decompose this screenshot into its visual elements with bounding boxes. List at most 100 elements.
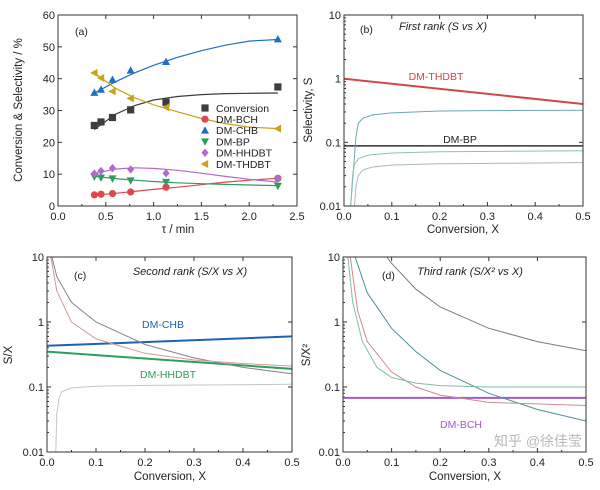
- x-axis-label: τ / min: [162, 224, 195, 236]
- data-point-conversion: [162, 98, 170, 106]
- plot-frame: [342, 256, 587, 453]
- series-line-dm-chb: [47, 335, 292, 347]
- legend-marker-dm-thdbt: [200, 160, 209, 168]
- x-tick-label: 0.5: [575, 211, 590, 223]
- data-point-dm-bch: [162, 183, 170, 191]
- x-tick-label: 1.5: [194, 211, 209, 223]
- data-point-dm-hhdbt: [162, 169, 170, 178]
- fit-line-dm-bp: [94, 175, 278, 187]
- series-line-curve-3: [350, 150, 583, 206]
- panel-a: 0.0 0.5 1.0 1.5 2.0 2.5 0 10 20 30 40 50 60 τ / min Co…: [13, 10, 305, 236]
- data-point-dm-chb: [273, 34, 282, 43]
- legend-marker-dm-bp: [201, 138, 209, 146]
- legend-marker-dm-chb: [201, 126, 209, 134]
- y-axis-label: Conversion & Selectivity / %: [13, 38, 25, 182]
- panel-c: 0.0 0.1 0.2 0.3 0.4 0.5 0.01 0.1 1 10 Conversion, …: [3, 252, 300, 483]
- y-tick-label: 0.1: [326, 137, 341, 149]
- plot-frame: [343, 14, 584, 207]
- data-point-dm-bp: [273, 182, 282, 191]
- x-tick-label: 2.5: [289, 211, 304, 223]
- x-tick-label: 0.0: [335, 457, 350, 469]
- x-tick-label: 0.5: [98, 211, 113, 223]
- data-point-dm-chb: [90, 88, 99, 96]
- series-line-curve-4: [354, 162, 583, 206]
- y-axis-label: S/X²: [301, 344, 313, 367]
- data-point-dm-thdbt: [90, 68, 98, 77]
- series-label-dm-hhdbt: DM-HHDBT: [140, 369, 197, 381]
- x-tick-label: 0.3: [481, 457, 496, 469]
- series-line-curve-3: [349, 257, 586, 406]
- x-tick-label: 1.0: [146, 211, 161, 223]
- x-tick-label: 0.1: [384, 211, 399, 223]
- y-tick-label: 0.01: [319, 447, 340, 459]
- legend-marker-dm-hhdbt: [201, 148, 209, 157]
- plot-area: [344, 77, 583, 206]
- series-label-dm-thdbt: DM-THDBT: [409, 71, 464, 83]
- panel-tag: (b): [360, 24, 373, 36]
- fit-line-dm-bch: [94, 177, 278, 196]
- data-point-dm-chb: [126, 66, 135, 74]
- data-point-dm-bch: [97, 190, 105, 198]
- plot-area: [47, 257, 292, 452]
- y-tick-label: 10: [32, 252, 44, 264]
- data-point-dm-chb: [108, 75, 117, 83]
- data-point-conversion: [127, 106, 135, 114]
- x-tick-label: 0.3: [480, 211, 495, 223]
- legend-label-conversion: Conversion: [216, 103, 269, 115]
- y-tick-label: 1: [335, 74, 341, 86]
- data-point-dm-bp: [108, 175, 117, 183]
- fit-line-dm-chb: [94, 38, 278, 94]
- data-point-dm-hhdbt: [108, 163, 117, 173]
- series-line-curve-4: [347, 257, 586, 388]
- watermark: 知乎 @徐佳莹: [494, 433, 582, 449]
- x-tick-label: 0.0: [50, 211, 65, 223]
- y-tick-label: 40: [43, 74, 55, 86]
- x-axis-label: Conversion, X: [134, 471, 207, 483]
- legend-label-dm-hhdbt: DM-HHDBT: [216, 148, 273, 160]
- panel-tag: (a): [75, 26, 88, 38]
- legend-label-dm-bp: DM-BP: [216, 136, 250, 148]
- series-label-dm-chb: DM-CHB: [142, 319, 184, 331]
- series-line-curve-1: [386, 257, 586, 352]
- x-tick-label: 0.1: [384, 457, 399, 469]
- fit-line-dm-hhdbt: [94, 167, 278, 183]
- x-tick-label: 0.2: [137, 457, 152, 469]
- y-tick-label: 50: [43, 42, 55, 54]
- y-tick-label: 1: [38, 317, 44, 329]
- x-tick-label: 0.2: [432, 211, 447, 223]
- panel-title: Second rank (S/X vs X): [133, 266, 248, 278]
- y-tick-label: 0: [49, 201, 55, 213]
- y-axis-label: Selectivity, S: [303, 77, 315, 142]
- series-line-dm-thdbt: [344, 77, 583, 105]
- series-line-curve-2: [51, 257, 292, 375]
- x-axis-label: Conversion, X: [429, 471, 502, 483]
- data-point-dm-chb: [97, 85, 106, 93]
- x-tick-label: 0.5: [284, 457, 299, 469]
- y-tick-label: 10: [43, 169, 55, 181]
- data-point-dm-thdbt: [108, 87, 116, 96]
- panel-title: First rank (S vs X): [399, 21, 487, 33]
- data-point-dm-bp: [97, 174, 106, 182]
- y-tick-label: 0.1: [29, 382, 44, 394]
- series-line-curve-2: [350, 109, 583, 206]
- x-tick-label: 2.0: [242, 211, 257, 223]
- series-line-dm-hhdbt: [47, 350, 292, 370]
- data-point-dm-bch: [127, 188, 135, 196]
- x-tick-label: 0.0: [39, 457, 54, 469]
- x-tick-label: 0.4: [235, 457, 250, 469]
- legend-label-dm-chb: DM-CHB: [216, 125, 258, 137]
- data-point-dm-thdbt: [96, 74, 105, 83]
- x-tick-label: 0.5: [578, 457, 593, 469]
- data-point-conversion: [90, 121, 98, 130]
- y-tick-label: 10: [329, 10, 341, 22]
- y-tick-label: 60: [43, 10, 55, 22]
- y-tick-label: 20: [43, 137, 55, 149]
- panel-d: 0.0 0.1 0.2 0.3 0.4 0.5 0.01 0.1 1 10 Conversion, …: [301, 252, 594, 483]
- plot-frame: [57, 14, 298, 207]
- data-point-dm-hhdbt: [90, 169, 98, 178]
- legend-marker-dm-bch: [201, 115, 209, 123]
- x-tick-label: 0.2: [433, 457, 448, 469]
- series-line-curve-4: [55, 383, 292, 452]
- panel-tag: (c): [74, 270, 86, 282]
